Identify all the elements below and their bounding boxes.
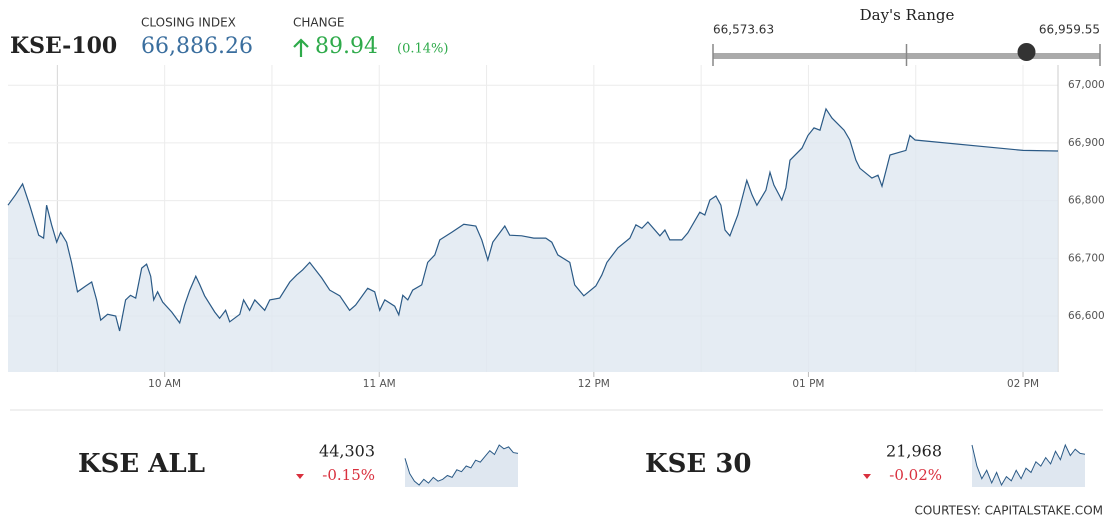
y-tick-label: 66,700 [1068,252,1105,264]
index-value: 44,303 [319,442,375,461]
down-arrow [863,474,871,479]
y-tick-label: 67,000 [1068,79,1105,91]
y-tick-label: 66,900 [1068,137,1105,149]
index-name: KSE 30 [645,449,751,479]
index-value: 21,968 [886,442,942,461]
courtesy: COURTESY: CAPITALSTAKE.COM [914,504,1103,518]
area [8,108,1058,373]
x-tick-label: 11 AM [363,378,396,390]
sparkline [971,443,1086,487]
down-arrow [296,474,304,479]
closing-label: CLOSING INDEX [141,16,236,30]
y-tick-label: 66,800 [1068,195,1105,207]
line [7,107,1059,332]
up-arrow [293,38,309,57]
index-name: KSE-100 [10,33,117,59]
change-label: CHANGE [293,16,344,30]
range-low: 66,573.63 [713,23,774,37]
index-name: KSE ALL [78,449,205,479]
x-tick-label: 12 PM [578,378,610,390]
sparkline [404,444,519,486]
indices: KSE ALL 44,303 -0.15% KSE 30 21,968 -0.02% [78,442,1086,487]
sparkline-area [972,445,1085,487]
x-tick-label: 01 PM [792,378,824,390]
range-marker [1017,43,1036,61]
range-label: Day's Range [860,6,955,24]
change-value: 89.94 [315,34,378,59]
plot: 10 AM 11 AM 12 PM 01 PM 02 PM 66,600 66,700 66,… [7,65,1105,390]
range-high: 66,959.55 [1039,23,1100,37]
sparkline-area [405,445,518,487]
index-change: -0.02% [889,466,942,484]
index-change: -0.15% [322,466,375,484]
x-tick-label: 10 AM [148,378,181,390]
x-tick-label: 02 PM [1007,378,1039,390]
y-tick-label: 66,600 [1068,310,1105,322]
change-percent: (0.14%) [397,42,448,57]
closing-value: 66,886.26 [141,34,253,59]
range-slider [712,43,1101,66]
